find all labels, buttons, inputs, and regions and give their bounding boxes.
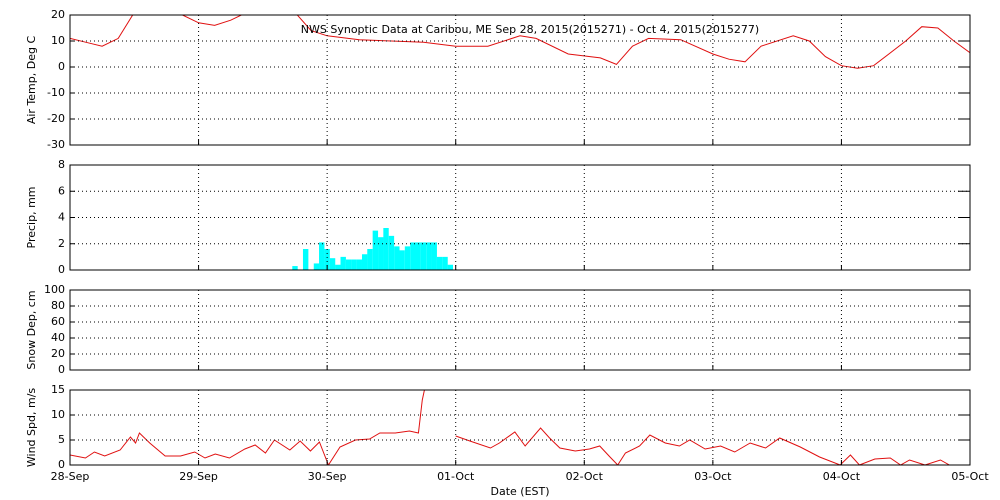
bar xyxy=(388,235,395,270)
y-tick-label: 2 xyxy=(58,237,65,250)
y-tick-label: -20 xyxy=(47,112,65,125)
x-tick-label: 04-Oct xyxy=(823,470,861,483)
bar xyxy=(378,237,384,270)
y-tick-label: 0 xyxy=(58,60,65,73)
plot-frame xyxy=(69,289,971,371)
y-tick-label: 80 xyxy=(51,299,65,312)
bar xyxy=(410,242,416,270)
bar xyxy=(319,242,325,270)
y-tick-label: -10 xyxy=(47,86,65,99)
bar xyxy=(292,266,298,270)
bar xyxy=(383,228,389,270)
bar xyxy=(324,249,330,270)
bar xyxy=(436,256,443,270)
plot-frame xyxy=(69,164,971,271)
y-tick-label: 20 xyxy=(51,8,65,21)
bar xyxy=(345,259,352,270)
plot-frame xyxy=(69,389,971,466)
x-tick-label: 28-Sep xyxy=(51,470,90,483)
bar xyxy=(367,249,373,270)
bar xyxy=(372,230,379,270)
y-tick-label: 0 xyxy=(58,363,65,376)
bar xyxy=(415,242,421,270)
y-tick-label: 5 xyxy=(58,433,65,446)
bar xyxy=(340,256,346,270)
bar xyxy=(361,254,368,270)
bar xyxy=(329,258,336,270)
y-axis-label: Wind Spd, m/s xyxy=(25,388,38,468)
y-tick-label: 8 xyxy=(58,158,65,171)
data-line xyxy=(70,390,950,465)
bar xyxy=(442,256,448,270)
x-tick-label: 02-Oct xyxy=(566,470,604,483)
y-axis-label: Snow Dep, cm xyxy=(25,290,38,369)
bar xyxy=(399,250,405,270)
y-axis-label: Air Temp, Deg C xyxy=(25,36,38,125)
y-tick-label: 10 xyxy=(51,408,65,421)
bar xyxy=(447,264,454,270)
bar xyxy=(404,246,411,270)
plot-frame xyxy=(69,14,971,146)
x-tick-label: 05-Oct xyxy=(951,470,989,483)
bar xyxy=(394,246,400,270)
panel xyxy=(70,15,970,69)
bar xyxy=(420,242,427,270)
bar xyxy=(351,259,357,270)
x-tick-label: 03-Oct xyxy=(694,470,732,483)
chart-title: NWS Synoptic Data at Caribou, ME Sep 28,… xyxy=(301,23,759,36)
y-tick-label: 0 xyxy=(58,263,65,276)
y-tick-label: 100 xyxy=(44,283,65,296)
panel xyxy=(70,390,950,465)
y-tick-label: 20 xyxy=(51,347,65,360)
y-axis-label: Precip, mm xyxy=(25,187,38,249)
bar xyxy=(356,259,362,270)
bar xyxy=(313,263,320,270)
y-tick-label: 60 xyxy=(51,315,65,328)
y-tick-label: -30 xyxy=(47,138,65,151)
y-tick-label: 10 xyxy=(51,34,65,47)
y-tick-label: 0 xyxy=(58,458,65,471)
x-axis-label: Date (EST) xyxy=(490,485,549,498)
panel xyxy=(292,228,454,270)
x-tick-label: 29-Sep xyxy=(179,470,218,483)
y-tick-label: 6 xyxy=(58,184,65,197)
data-line xyxy=(70,15,970,69)
y-tick-label: 4 xyxy=(58,211,65,224)
y-tick-label: 15 xyxy=(51,383,65,396)
bar xyxy=(426,242,432,270)
bar xyxy=(431,242,437,270)
x-tick-label: 30-Sep xyxy=(308,470,347,483)
y-tick-label: 40 xyxy=(51,331,65,344)
bar xyxy=(302,249,309,270)
bar xyxy=(335,264,341,270)
x-tick-label: 01-Oct xyxy=(437,470,475,483)
